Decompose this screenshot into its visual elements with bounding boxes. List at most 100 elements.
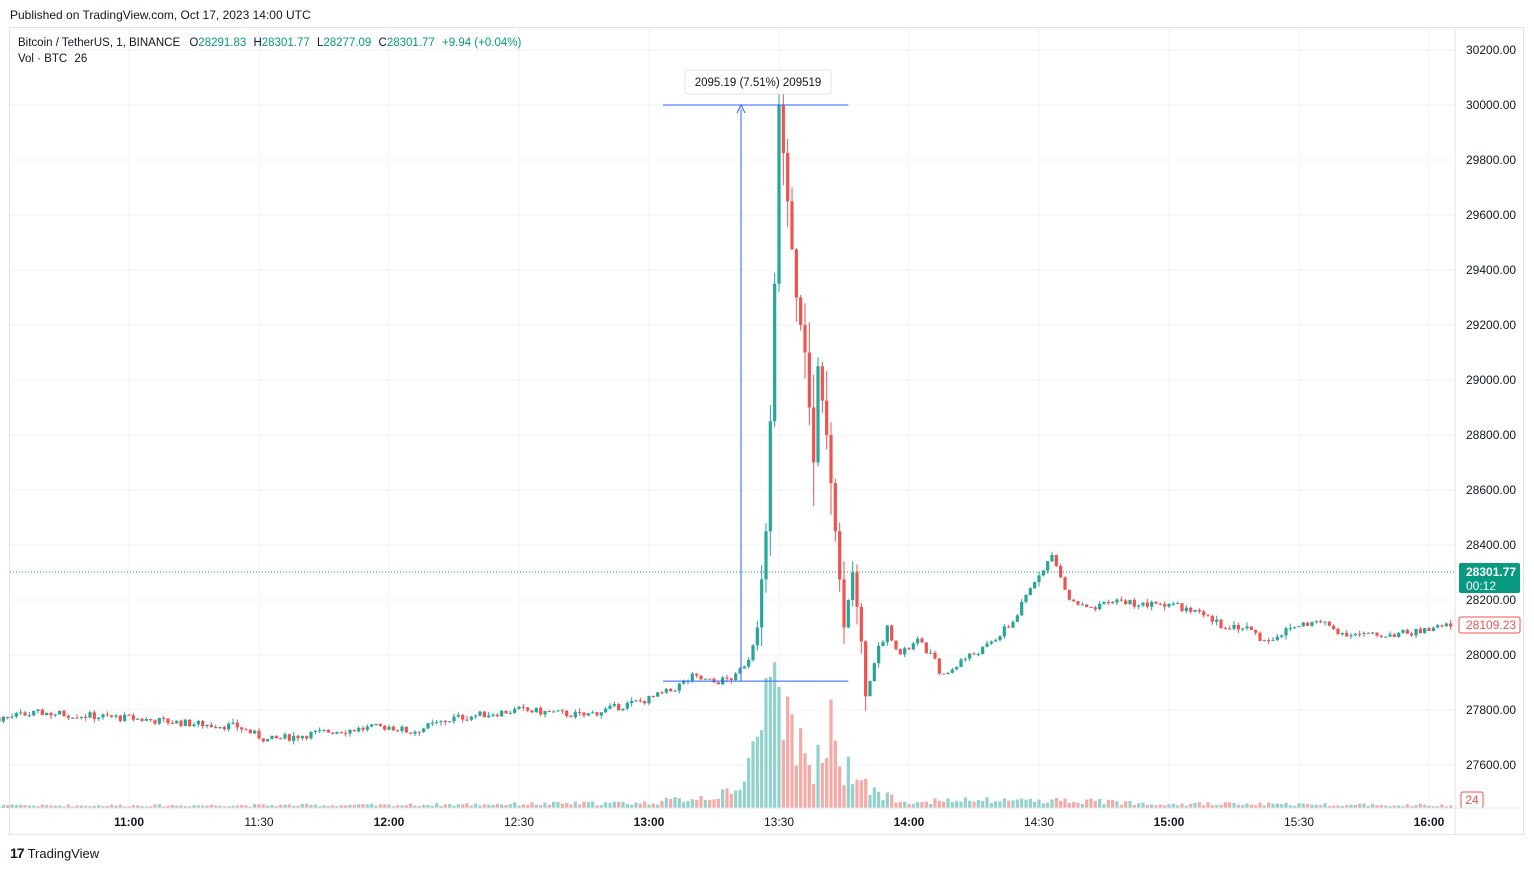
candle-body [933,652,937,659]
volume-bar [1418,803,1422,808]
volume-bar [1392,805,1396,808]
volume-bar [461,804,465,808]
volume-bar [175,805,179,808]
volume-bar [573,801,577,808]
volume-bar [426,804,430,808]
volume-bar [591,801,595,808]
candle-body [617,704,621,711]
candle-body [950,669,954,673]
volume-bar [1336,805,1340,808]
volume-bar [881,800,885,808]
volume-bar [6,805,10,808]
candle-body [435,721,439,723]
candle-body [192,724,196,727]
candle-body [40,709,44,716]
volume-bar [1375,805,1379,808]
candle-body [764,531,768,580]
volume-legend: Vol · BTC 26 [18,51,87,67]
symbol-label[interactable]: Bitcoin / TetherUS, 1, BINANCE [18,37,181,49]
volume-bar [777,686,781,808]
candle-body [1392,634,1396,637]
volume-bar [452,805,456,808]
candle-body [88,712,92,718]
candle-body [387,726,391,730]
volume-bar [365,804,369,808]
volume-bar [1007,800,1011,808]
candle-body [1449,623,1453,627]
candle-body [972,653,976,655]
candle-body [1236,624,1240,630]
candle-body [673,690,677,692]
candle-body [1427,628,1431,631]
volume-bar [872,787,876,808]
candle-body [1063,577,1067,590]
volume-label[interactable]: Vol · BTC [18,53,68,65]
volume-bar [946,798,950,808]
candle-body [227,723,231,730]
candle-body [183,719,187,727]
candle-body [365,726,369,730]
volume-bar [833,740,837,808]
candle-body [608,705,612,709]
candle-body [842,579,846,628]
volume-bar [1115,801,1119,808]
brand-label[interactable]: TradingView [27,845,100,861]
candle-body [383,725,387,730]
candle-body [816,366,820,463]
candle-body [110,715,114,717]
volume-bar [894,802,898,808]
candle-body [963,658,967,660]
candle-body [1124,600,1128,605]
volume-bar [521,804,525,808]
volume-bar [560,803,564,808]
chart-frame[interactable] [9,27,1524,835]
volume-bar [352,804,356,808]
volume-bar [1072,802,1076,808]
candle-body [162,717,166,719]
volume-bar [32,805,36,808]
volume-bar [1319,805,1323,808]
volume-bar [768,676,772,808]
volume-bar [898,801,902,808]
volume-bar [1206,802,1210,808]
volume-bar [374,805,378,808]
volume-bar [547,804,551,808]
candle-body [989,641,993,644]
volume-bar [1332,805,1336,808]
volume-bar [1262,805,1266,808]
candle-body [1015,615,1019,622]
candle-body [1336,628,1340,635]
volume-bar [149,806,153,808]
volume-bar [1054,797,1058,808]
volume-bar [1137,803,1141,808]
volume-bar [556,801,560,808]
candle-body [1297,626,1301,628]
candle-body [825,400,829,435]
candle-body [872,663,876,682]
candle-body [1405,629,1409,634]
x-tick-label: 13:00 [634,815,665,829]
volume-bar [1353,804,1357,808]
candle-body [690,673,694,681]
volume-bar [656,804,660,808]
volume-bar [222,806,226,808]
volume-bar [1280,804,1284,808]
volume-bar [417,806,421,808]
x-tick-label: 14:00 [894,815,925,829]
candle-body [699,675,703,680]
volume-bar [1267,802,1271,808]
volume-bar [248,806,252,808]
candle-body [344,733,348,735]
candle-body [136,718,140,720]
volume-bar [799,728,803,808]
candle-body [1067,589,1071,600]
volume-bar [1249,804,1253,808]
candles [0,76,1453,745]
candle-body [1314,621,1318,623]
candle-body [1323,621,1327,623]
volume-bar [62,806,66,808]
candle-body [422,728,426,732]
tradingview-logo-icon[interactable]: 17 [10,845,25,861]
candle-body [851,572,855,600]
